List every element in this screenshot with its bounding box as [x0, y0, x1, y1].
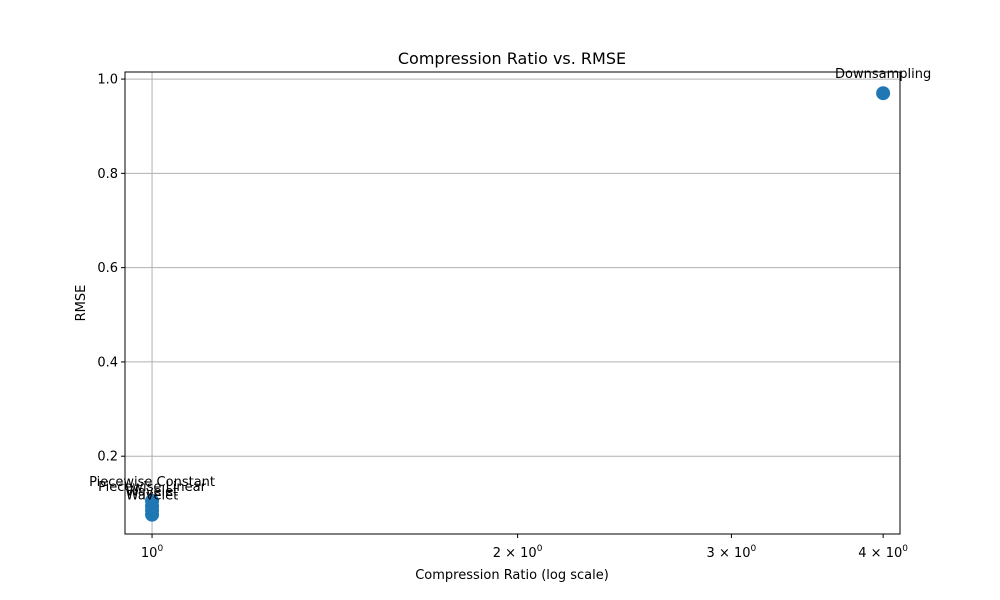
point-label: Piecewise Constant	[89, 475, 215, 490]
x-tick-label: 2 × 100	[493, 544, 543, 561]
x-tick-label: 3 × 100	[707, 544, 757, 561]
y-tick-label: 1.0	[97, 73, 118, 88]
point-label: Downsampling	[835, 67, 931, 82]
point-label: Wavelet	[126, 489, 178, 504]
x-tick-label: 4 × 100	[858, 544, 908, 561]
data-point	[145, 507, 160, 522]
data-points	[145, 86, 891, 522]
y-tick-label: 0.6	[97, 261, 118, 276]
y-axis-label: RMSE	[74, 285, 89, 322]
y-tick-label: 0.8	[97, 167, 118, 182]
y-axis: 0.2 0.4 0.6 0.8 1.0	[97, 73, 125, 465]
point-label: Wavelet	[126, 484, 178, 499]
plot-area	[124, 71, 901, 535]
grid	[125, 72, 900, 534]
x-axis: 100 2 × 100 3 × 100 4 × 100	[141, 534, 908, 561]
x-axis-label: Compression Ratio (log scale)	[415, 568, 609, 583]
point-label: Piecewise Linear	[98, 480, 207, 495]
chart-title: Compression Ratio vs. RMSE	[398, 49, 626, 68]
data-point	[876, 86, 891, 101]
y-tick-label: 0.2	[97, 450, 118, 465]
y-tick-label: 0.4	[97, 355, 118, 370]
x-tick-label: 100	[141, 544, 164, 561]
